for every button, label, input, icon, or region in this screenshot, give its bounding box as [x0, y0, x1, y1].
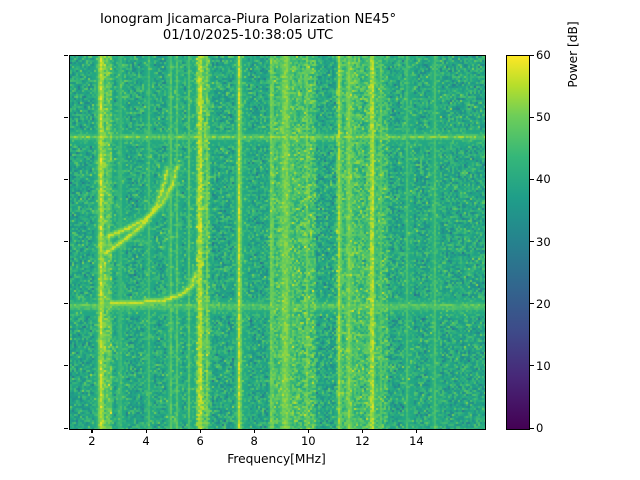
colorbar-tick-label: 50: [536, 110, 551, 125]
x-tick-label: 6: [196, 434, 204, 448]
x-axis-label: Frequency[MHz]: [227, 452, 326, 466]
colorbar-tick-label: 60: [536, 48, 551, 62]
ionogram-plot-area: [69, 55, 486, 430]
colorbar-tick-mark: [530, 365, 534, 367]
colorbar-tick-mark: [530, 241, 534, 243]
x-tick-label: 10: [300, 434, 316, 448]
x-tick-label: 14: [409, 434, 424, 448]
y-tick-mark: [64, 178, 68, 180]
x-tick-mark: [307, 429, 309, 433]
y-tick-mark: [64, 427, 68, 429]
x-tick-label: 12: [355, 434, 370, 448]
colorbar-gradient: [506, 55, 530, 430]
colorbar-tick-label: 40: [536, 172, 551, 187]
colorbar-tick-mark: [530, 427, 534, 429]
x-tick-label: 2: [88, 434, 96, 448]
x-tick-mark: [199, 429, 201, 433]
x-tick-mark: [145, 429, 147, 433]
colorbar-tick-label: 20: [536, 296, 551, 311]
x-tick-label: 8: [250, 434, 258, 448]
colorbar-tick-mark: [530, 178, 534, 180]
y-tick-mark: [64, 54, 68, 56]
x-tick-mark: [415, 429, 417, 433]
ionogram-heatmap: [70, 56, 485, 429]
colorbar-label: Power [dB]: [566, 21, 580, 88]
colorbar-tick-mark: [530, 303, 534, 305]
figure-title: Ionogram Jicamarca-Piura Polarization NE…: [99, 12, 397, 43]
x-tick-mark: [361, 429, 363, 433]
y-tick-mark: [64, 241, 68, 243]
colorbar-tick-label: 0: [536, 421, 544, 435]
colorbar-tick-label: 30: [536, 234, 551, 249]
colorbar-tick-label: 10: [536, 358, 551, 373]
colorbar-tick-mark: [530, 54, 534, 56]
y-tick-mark: [64, 116, 68, 118]
x-tick-mark: [91, 429, 93, 433]
y-tick-mark: [64, 365, 68, 367]
x-tick-mark: [253, 429, 255, 433]
x-tick-label: 4: [142, 434, 150, 448]
y-tick-mark: [64, 303, 68, 305]
colorbar-tick-mark: [530, 116, 534, 118]
